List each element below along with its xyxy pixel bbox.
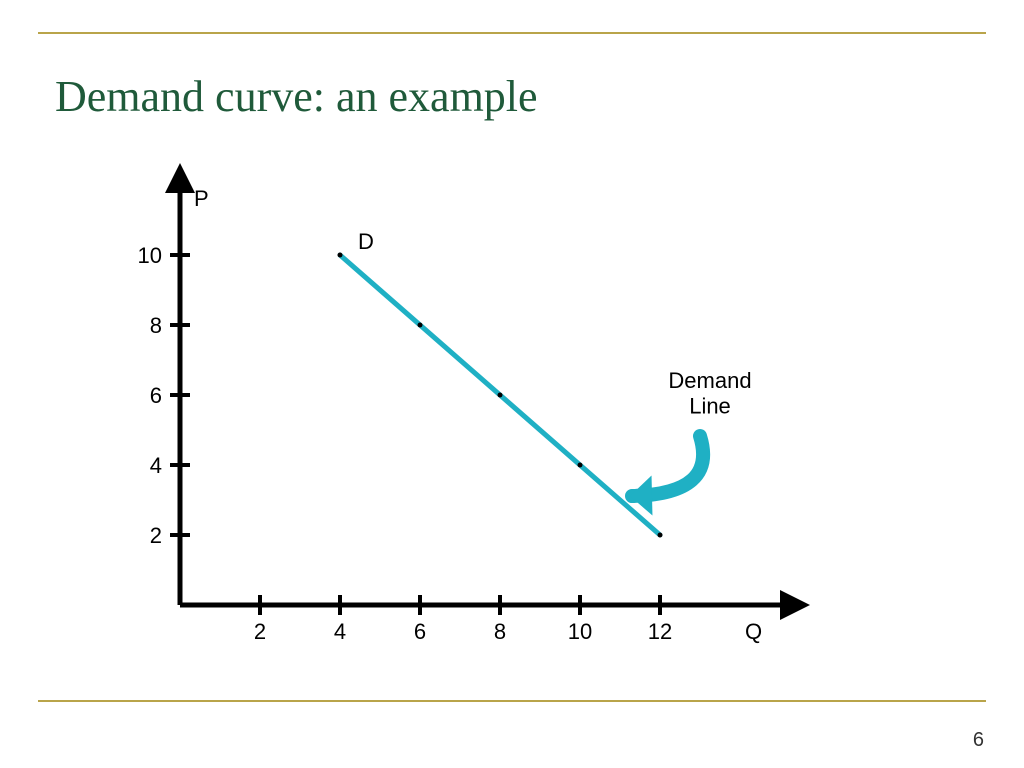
y-tick-label: 8 — [150, 313, 162, 338]
y-tick-label: 10 — [138, 243, 162, 268]
x-tick-label: 2 — [254, 619, 266, 644]
top-rule — [38, 32, 986, 34]
data-point — [578, 463, 583, 468]
chart-svg: 2 4 6 8 10 12 2 4 6 8 10 P Q D DemandLine — [125, 180, 845, 670]
x-tick-label: 8 — [494, 619, 506, 644]
slide-title: Demand curve: an example — [55, 71, 538, 122]
data-point — [418, 323, 423, 328]
data-point — [338, 253, 343, 258]
page-number: 6 — [973, 729, 984, 752]
data-point — [658, 533, 663, 538]
x-tick-label: 12 — [648, 619, 672, 644]
bottom-rule — [38, 700, 986, 702]
y-tick-label: 4 — [150, 453, 162, 478]
y-axis-label: P — [194, 186, 209, 211]
y-tick-label: 2 — [150, 523, 162, 548]
series-label: D — [358, 229, 374, 254]
y-tick-label: 6 — [150, 383, 162, 408]
demand-chart: 2 4 6 8 10 12 2 4 6 8 10 P Q D DemandLine — [125, 180, 845, 670]
data-point — [498, 393, 503, 398]
x-tick-label: 10 — [568, 619, 592, 644]
x-tick-label: 6 — [414, 619, 426, 644]
x-tick-label: 4 — [334, 619, 346, 644]
x-axis-label: Q — [745, 619, 762, 644]
annotation-text: DemandLine — [668, 368, 751, 418]
